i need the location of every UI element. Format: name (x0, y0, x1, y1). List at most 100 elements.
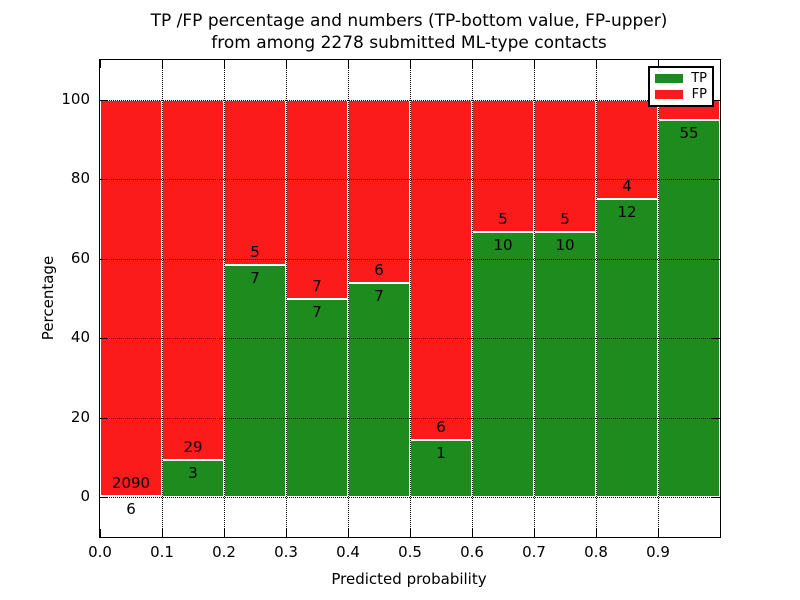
x-tick-label: 0.1 (150, 543, 174, 561)
x-tick-bottom (286, 529, 287, 537)
gridline-y (100, 338, 720, 340)
gridline-y (100, 258, 720, 260)
y-tick-left (100, 497, 108, 499)
legend-tp-swatch (655, 74, 683, 84)
x-tick-top (100, 60, 101, 68)
legend-row-tp: TP (655, 71, 707, 86)
gridline-y (100, 497, 720, 499)
legend-row-fp: FP (655, 87, 707, 102)
x-tick-bottom (410, 529, 411, 537)
fp-count-label: 7 (312, 276, 322, 295)
bar-fp-segment (348, 99, 410, 284)
bar-tp-segment (472, 232, 534, 498)
x-tick-bottom (348, 529, 349, 537)
x-tick-label: 0.0 (88, 543, 112, 561)
chart-title-line1: TP /FP percentage and numbers (TP-bottom… (150, 11, 668, 31)
tp-count-label: 12 (617, 203, 637, 222)
gridline-x (410, 60, 411, 537)
x-tick-top (162, 60, 163, 68)
fp-count-label: 5 (498, 210, 508, 229)
y-tick-right (712, 417, 720, 419)
x-tick-top (534, 60, 535, 68)
y-tick-left (100, 338, 108, 340)
tp-count-label: 1 (436, 444, 446, 463)
x-tick-label: 0.8 (584, 543, 608, 561)
x-tick-bottom (658, 529, 659, 537)
legend-fp-label: FP (691, 86, 707, 102)
y-tick-right (712, 99, 720, 101)
bar-tp-segment (286, 298, 348, 498)
y-tick-label: 80 (70, 169, 90, 188)
y-tick-right (712, 497, 720, 499)
gridline-x (224, 60, 225, 537)
x-tick-label: 0.4 (336, 543, 360, 561)
x-tick-top (596, 60, 597, 68)
x-tick-top (286, 60, 287, 68)
gridline-y (100, 179, 720, 181)
y-tick-label: 100 (61, 89, 90, 108)
gridline-y (100, 417, 720, 419)
plot-area (99, 59, 721, 538)
gridline-x (162, 60, 163, 537)
x-tick-top (410, 60, 411, 68)
bar-fp-segment (472, 99, 534, 233)
tp-count-label: 55 (679, 124, 699, 143)
legend-tp-label: TP (691, 71, 707, 87)
x-tick-label: 0.7 (522, 543, 546, 561)
bar-tp-segment (658, 120, 720, 498)
x-tick-label: 0.2 (212, 543, 236, 561)
bar-fp-segment (100, 99, 162, 497)
fp-count-label: 2090 (111, 474, 151, 493)
y-tick-label: 20 (70, 407, 90, 426)
y-tick-label: 40 (70, 328, 90, 347)
x-tick-top (472, 60, 473, 68)
y-tick-label: 0 (80, 487, 90, 506)
gridline-x (286, 60, 287, 537)
bar-fp-segment (596, 99, 658, 200)
bar-fp-segment (162, 99, 224, 460)
x-tick-bottom (162, 529, 163, 537)
bar-tp-segment (162, 459, 224, 498)
x-tick-label: 0.6 (460, 543, 484, 561)
x-tick-bottom (100, 529, 101, 537)
y-tick-right (712, 338, 720, 340)
x-tick-top (224, 60, 225, 68)
y-tick-right (712, 258, 720, 260)
tp-count-label: 3 (188, 463, 198, 482)
tp-count-label: 7 (250, 269, 260, 288)
fp-count-label: 29 (183, 437, 203, 456)
y-tick-right (712, 179, 720, 181)
fp-count-label: 6 (374, 261, 384, 280)
x-tick-label: 0.3 (274, 543, 298, 561)
tp-count-label: 7 (374, 287, 384, 306)
x-tick-bottom (596, 529, 597, 537)
bar-tp-segment (224, 265, 286, 498)
fp-count-label: 5 (560, 210, 570, 229)
chart-title-line2: from among 2278 submitted ML-type contac… (211, 33, 607, 53)
x-tick-bottom (224, 529, 225, 537)
x-tick-top (348, 60, 349, 68)
legend-fp-swatch (655, 89, 683, 99)
x-tick-label: 0.5 (398, 543, 422, 561)
fp-count-label: 5 (250, 243, 260, 262)
bar-fp-segment (534, 99, 596, 233)
x-tick-bottom (534, 529, 535, 537)
y-tick-left (100, 258, 108, 260)
fp-count-label: 4 (622, 177, 632, 196)
fp-count-label: 6 (436, 418, 446, 437)
tp-count-label: 7 (312, 302, 322, 321)
x-tick-bottom (472, 529, 473, 537)
gridline-x (348, 60, 349, 537)
ticks-layer (100, 60, 720, 537)
bar-tp-segment (596, 199, 658, 498)
bar-fp-segment (286, 99, 348, 299)
bar-fp-segment (410, 99, 472, 441)
gridline-x (534, 60, 535, 537)
y-tick-left (100, 179, 108, 181)
tp-count-label: 6 (126, 500, 136, 519)
x-axis-label: Predicted probability (331, 570, 487, 588)
gridline-x (658, 60, 659, 537)
grid-layer (100, 60, 720, 537)
y-tick-left (100, 417, 108, 419)
gridline-x (472, 60, 473, 537)
